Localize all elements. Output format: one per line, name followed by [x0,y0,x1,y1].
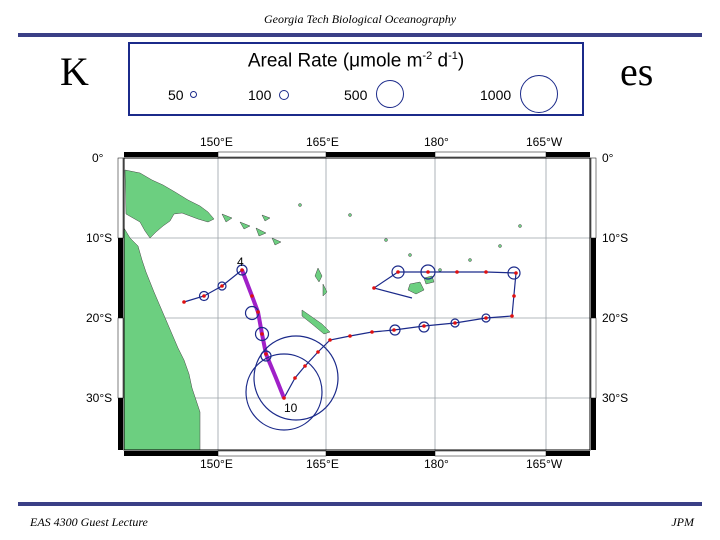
lon-label-top-165e: 165°E [306,135,339,149]
rate-circle [418,321,430,333]
graticule [124,158,590,450]
australia-landmass [123,227,201,451]
frame-bars [117,151,597,457]
footer-left: EAS 4300 Guest Lecture [30,515,148,529]
new-caledonia [301,309,331,335]
rate-circle [391,265,405,279]
lon-label-top-180: 180° [424,135,449,149]
rate-circle [481,313,491,323]
legend-label-100: 100 [248,87,272,103]
lat-label-left-0: 0° [92,151,104,165]
lat-label-left-10s: 10°S [86,231,112,245]
lon-label-bottom-165e: 165°E [306,457,339,471]
legend-circle-100 [279,90,289,100]
station-label-10: 10 [284,401,298,415]
solomon-islands [221,213,233,223]
lat-label-left-30s: 30°S [86,391,112,405]
legend-label-50: 50 [168,87,184,103]
lon-label-bottom-165w: 165°W [526,457,563,471]
rate-circle [236,264,248,276]
lon-label-bottom-150e: 150°E [200,457,233,471]
rate-circles [198,264,521,431]
lon-label-bottom-180: 180° [424,457,449,471]
rate-circle [450,318,460,328]
footer-right: JPM [671,515,694,529]
slide-title-fragment-right: es [620,49,654,94]
rate-circle [198,290,210,302]
legend-label-500: 500 [344,87,368,103]
rate-circle [389,324,401,336]
lon-label-top-165w: 165°W [526,135,563,149]
land [123,169,522,451]
ocean [124,158,590,450]
rate-circle [217,281,227,291]
station-dots [182,268,518,400]
lat-label-right-20s: 20°S [602,311,628,325]
rate-circle [245,353,323,431]
lat-label-right-30s: 30°S [602,391,628,405]
bottom-rule [18,502,702,506]
legend-label-1000: 1000 [480,87,512,103]
legend-circle-1000 [520,75,558,113]
rate-circle [253,335,339,421]
legend-circle-50 [190,91,197,98]
slide-title-fragment-left: K [60,49,89,94]
lat-label-right-0: 0° [602,151,614,165]
map-border [123,157,591,451]
station-label-4: 4 [237,255,244,269]
vanuatu [314,267,323,283]
top-rule [18,33,702,37]
lon-label-top-150e: 150°E [200,135,233,149]
rate-legend: Areal Rate (μmole m-2 d-1) 50 100 500 10… [128,42,584,116]
lat-label-right-10s: 10°S [602,231,628,245]
lat-label-left-20s: 20°S [86,311,112,325]
rate-circle [254,326,270,342]
legend-circle-500 [376,80,404,108]
rate-circle [420,264,436,280]
new-guinea-landmass [124,169,215,239]
rate-circle [507,266,521,280]
fiji [407,281,425,295]
slide-header: Georgia Tech Biological Oceanography [263,12,457,26]
legend-title: Areal Rate (μmole m-2 d-1) [247,50,465,72]
